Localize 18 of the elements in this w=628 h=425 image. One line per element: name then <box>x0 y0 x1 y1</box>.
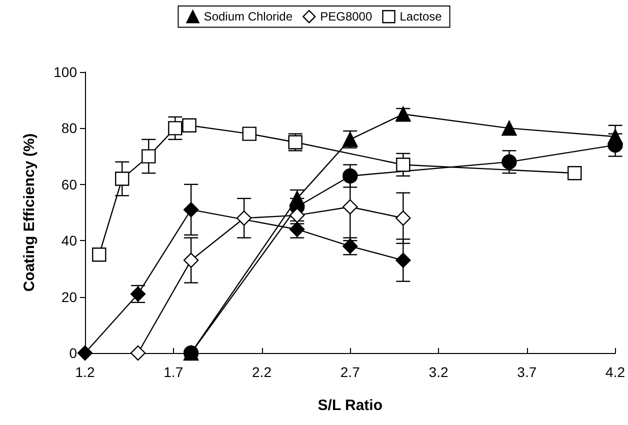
x-tick-label: 1.2 <box>75 364 95 380</box>
y-tick-label: 0 <box>69 345 78 361</box>
y-tick-label: 80 <box>61 120 78 136</box>
x-tick-label: 2.7 <box>340 364 360 380</box>
x-tick-label: 3.7 <box>517 364 537 380</box>
y-tick-label: 20 <box>61 288 78 305</box>
x-tick-label: 1.7 <box>164 364 184 380</box>
y-axis-title: Coating Efficiency (%) <box>21 133 38 292</box>
y-tick-label: 100 <box>54 64 78 80</box>
y-tick-label: 60 <box>61 176 78 192</box>
x-tick-label: 2.2 <box>252 364 272 380</box>
y-tick-label: 40 <box>61 232 78 249</box>
legend-label: PEG8000 <box>320 10 372 24</box>
x-tick-label: 4.2 <box>606 364 626 380</box>
legend-label: Lactose <box>400 10 442 24</box>
x-tick-label: 3.2 <box>428 364 448 380</box>
legend-label: Sodium Chloride <box>204 10 293 24</box>
x-axis-title: S/L Ratio <box>318 397 382 414</box>
